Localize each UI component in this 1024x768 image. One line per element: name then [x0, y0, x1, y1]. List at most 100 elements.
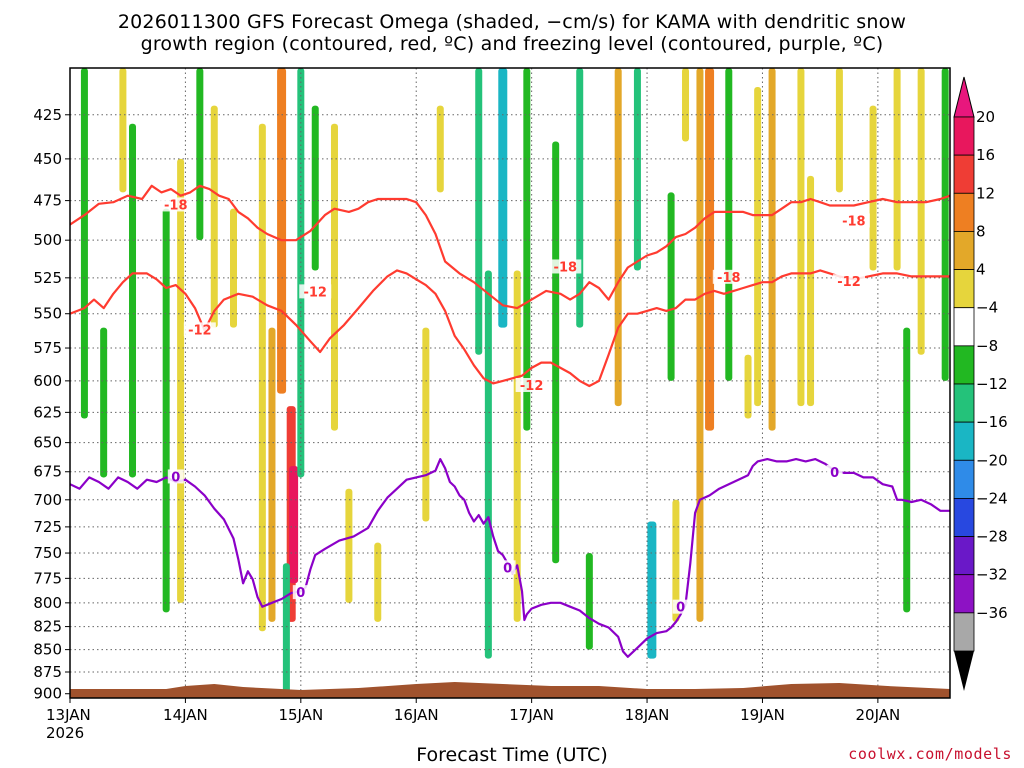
contour-label: -12 — [837, 275, 861, 290]
omega-cell-32 — [647, 521, 657, 659]
omega-cell-40 — [754, 87, 762, 407]
omega-cell-24 — [498, 68, 508, 328]
x-tick-label: 15JAN — [278, 706, 323, 724]
colorbar: 20 16 12 8 4 −4 −8 −12 −16 −20 −24 −28 −32 −36 — [953, 76, 1008, 691]
contour-label-bg — [515, 377, 548, 392]
colorbar-label: 16 — [976, 146, 995, 164]
colorbar-band — [953, 459, 975, 499]
omega-cell-41 — [768, 68, 776, 431]
x-tick-label: 18JAN — [625, 706, 670, 724]
omega-cell-28 — [576, 68, 584, 328]
contour-label-bg — [837, 213, 870, 228]
colorbar-band — [953, 307, 975, 347]
omega-cell-4 — [162, 208, 170, 613]
omega-cell-5 — [177, 158, 185, 603]
colorbar-band — [953, 116, 975, 156]
omega-cell-14 — [282, 563, 290, 694]
colorbar-bottom-arrow — [954, 651, 974, 691]
colorbar-band — [953, 536, 975, 576]
contour-layer: -18 -18 -18 -18 -12 -12 -12 -12 0 0 0 0 0 — [70, 184, 950, 658]
y-tick-label: 675 — [33, 463, 62, 481]
omega-cell-29 — [585, 553, 593, 650]
colorbar-band — [953, 269, 975, 309]
omega-cell-18 — [345, 488, 353, 603]
y-tick-label: 850 — [33, 641, 62, 659]
y-tick-label: 525 — [33, 269, 62, 287]
colorbar-label: −32 — [976, 566, 1008, 584]
y-tick-label: 900 — [33, 685, 62, 703]
colorbar-band — [953, 574, 975, 614]
credit-text: coolwx.com/models — [848, 745, 1012, 763]
omega-cell-30 — [614, 68, 622, 407]
omega-cell-43 — [807, 175, 815, 407]
omega-cell-34 — [672, 499, 680, 622]
colorbar-label: 8 — [976, 222, 986, 240]
colorbar-label: 12 — [976, 184, 995, 202]
omega-cell-46 — [893, 68, 901, 271]
y-tick-label: 450 — [33, 150, 62, 168]
contour-label: 0 — [503, 561, 512, 576]
y-tick-label: 650 — [33, 434, 62, 452]
colorbar-label: −4 — [976, 299, 998, 317]
contour-label-bg — [549, 259, 582, 274]
x-tick-year-label: 2026 — [46, 724, 84, 742]
omega-cell-36 — [696, 68, 704, 622]
contour-label: 0 — [830, 466, 839, 481]
x-tick-label: 17JAN — [509, 706, 554, 724]
omega-cell-37 — [705, 68, 715, 431]
contour-label-bg — [672, 599, 689, 614]
omega-cell-15 — [297, 68, 305, 478]
omega-cell-6 — [196, 68, 204, 241]
y-tick-label: 475 — [33, 192, 62, 210]
contour-line--18 — [70, 184, 950, 310]
contour-label: -12 — [520, 379, 544, 394]
y-tick-label: 550 — [33, 305, 62, 323]
omega-cell-13 — [289, 466, 299, 584]
y-tick-label: 875 — [33, 663, 62, 681]
chart-title-line-1: 2026011300 GFS Forecast Omega (shaded, −… — [117, 11, 907, 33]
y-tick-label: 725 — [33, 518, 62, 536]
y-tick-label: 625 — [33, 403, 62, 421]
colorbar-band — [953, 231, 975, 270]
contour-label: -12 — [303, 285, 327, 300]
colorbar-label: −20 — [976, 451, 1008, 469]
omega-cell-17 — [330, 123, 338, 431]
omega-cell-27 — [552, 141, 560, 564]
colorbar-band — [953, 383, 975, 423]
contour-label-bg — [299, 284, 332, 299]
y-tick-label: 775 — [33, 569, 62, 587]
omega-cell-42 — [797, 68, 805, 407]
colorbar-band — [953, 345, 975, 385]
x-tick-label: 14JAN — [163, 706, 208, 724]
contour-label-bg — [833, 274, 866, 289]
omega-cell-38 — [725, 68, 733, 381]
colorbar-band — [953, 612, 975, 652]
contour-label: -18 — [717, 271, 741, 286]
omega-cell-35 — [682, 68, 690, 142]
omega-cell-39 — [744, 354, 752, 419]
omega-cell-0 — [80, 68, 88, 419]
contour-label: -18 — [164, 198, 188, 213]
contour-label-bg — [167, 469, 184, 484]
colorbar-label: −8 — [976, 337, 998, 355]
colorbar-label: −16 — [976, 413, 1008, 431]
omega-cell-31 — [633, 68, 641, 271]
y-tick-label: 800 — [33, 594, 62, 612]
omega-shading-layer — [80, 68, 949, 694]
contour-label: 0 — [296, 586, 305, 601]
colorbar-label: 4 — [976, 261, 986, 279]
contour-label-bg — [499, 560, 516, 575]
y-tick-label: 600 — [33, 372, 62, 390]
contour-label: -18 — [554, 260, 578, 275]
y-tick-label: 700 — [33, 491, 62, 509]
omega-cell-9 — [258, 123, 266, 632]
colorbar-label: 20 — [976, 108, 995, 126]
omega-cell-49 — [941, 68, 949, 381]
colorbar-label: −24 — [976, 489, 1008, 507]
omega-cell-45 — [869, 105, 877, 271]
omega-cell-25 — [513, 270, 521, 622]
omega-cell-7 — [210, 105, 218, 328]
x-tick-label: 20JAN — [856, 706, 901, 724]
y-tick-label: 575 — [33, 339, 62, 357]
